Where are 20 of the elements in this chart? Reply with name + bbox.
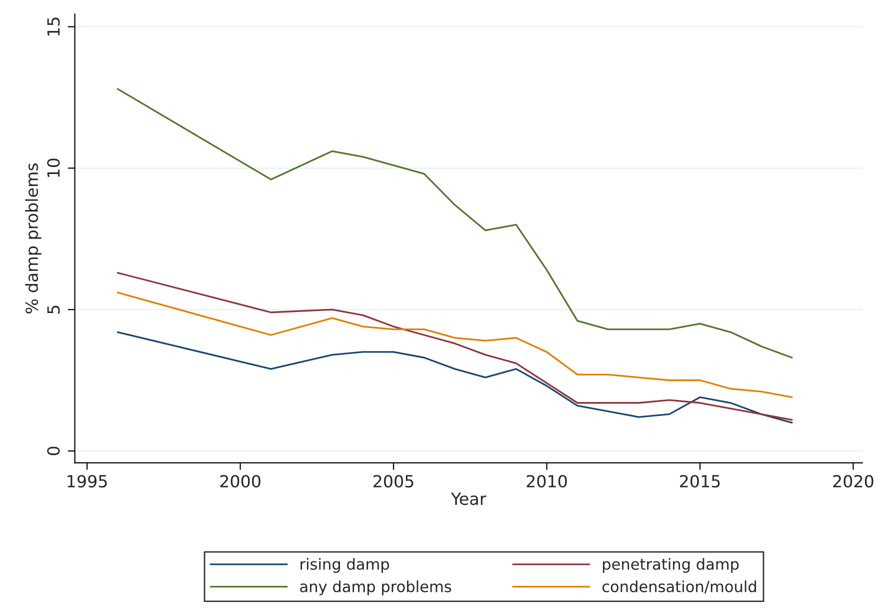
line-series bbox=[116, 88, 793, 358]
x-tick-label: 2020 bbox=[833, 474, 874, 488]
y-axis-title: % damp problems bbox=[25, 163, 42, 314]
x-tick-label: 2000 bbox=[220, 474, 260, 488]
legend-label: condensation/mould bbox=[602, 580, 756, 594]
y-tick-label: 0 bbox=[47, 446, 60, 456]
line-series bbox=[116, 272, 793, 421]
y-tick-label: 10 bbox=[47, 158, 60, 177]
x-tick-label: 2010 bbox=[526, 474, 567, 488]
line-series bbox=[116, 292, 793, 398]
y-tick-label: 15 bbox=[47, 18, 60, 36]
legend-label: any damp problems bbox=[300, 580, 452, 596]
x-tick-label: 1995 bbox=[68, 474, 107, 488]
x-axis-title: Year bbox=[450, 492, 486, 506]
legend-label: rising damp bbox=[300, 558, 390, 573]
line-series bbox=[116, 331, 793, 424]
y-tick-label: 5 bbox=[47, 306, 60, 314]
x-tick-label: 2005 bbox=[374, 474, 414, 488]
x-tick-label: 2015 bbox=[680, 474, 720, 488]
legend-label: penetrating damp bbox=[602, 558, 739, 573]
